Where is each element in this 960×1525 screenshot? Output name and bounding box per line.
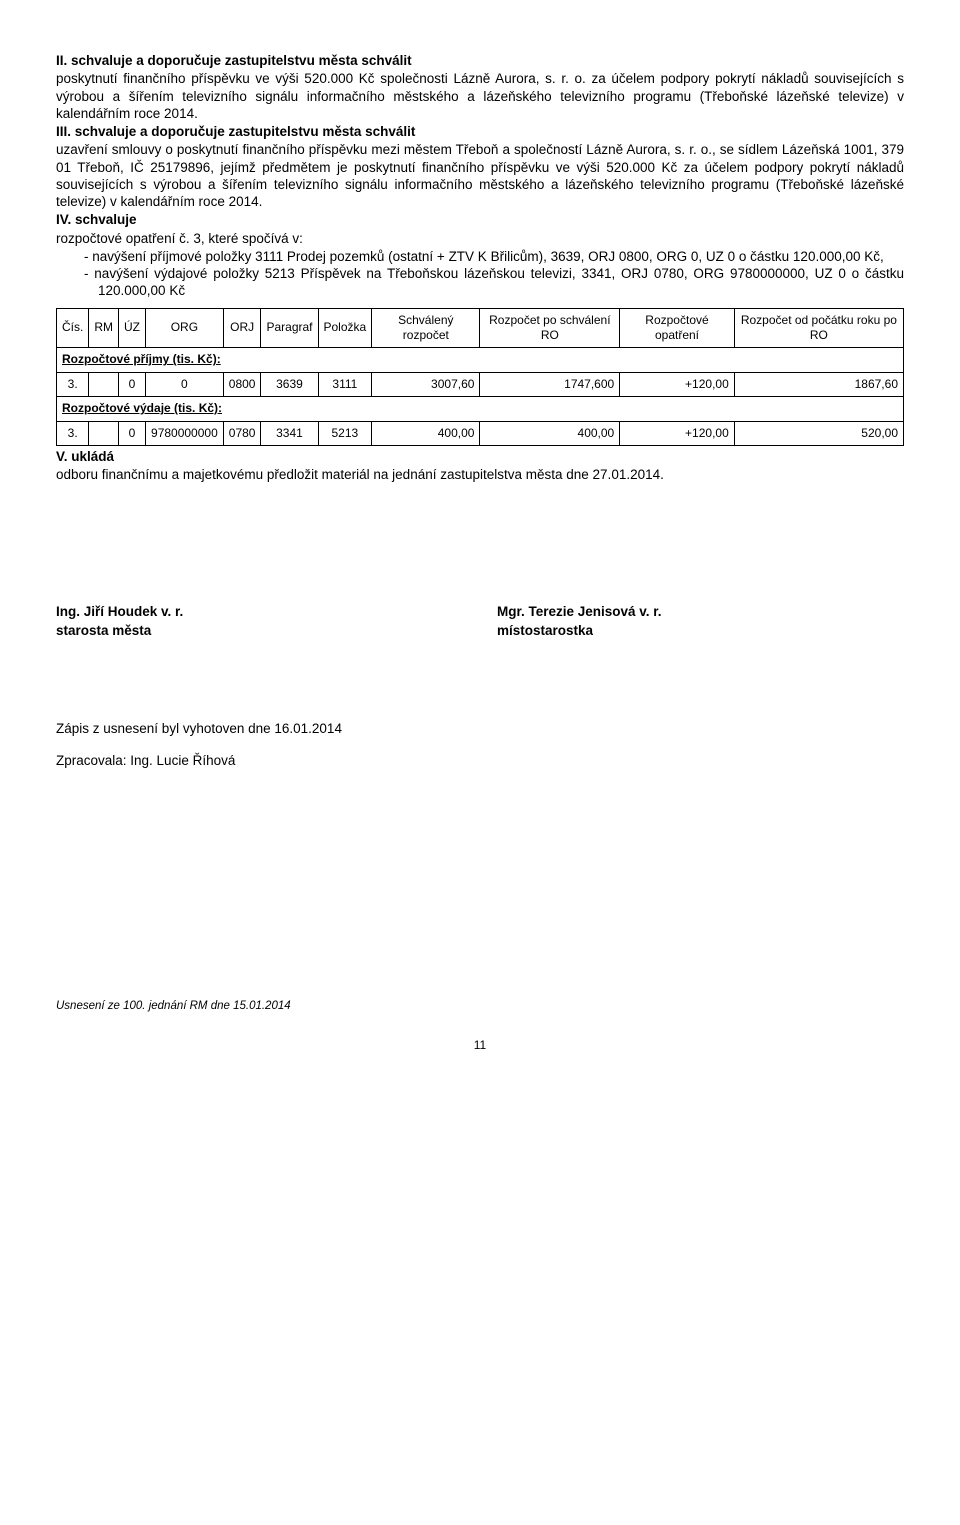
zpracovala-line: Zpracovala: Ing. Lucie Říhová <box>56 752 904 769</box>
sig-right-title: místostarostka <box>497 622 904 639</box>
col-od-pocatku: Rozpočet od počátku roku po RO <box>734 308 903 348</box>
col-po-ro: Rozpočet po schválení RO <box>480 308 620 348</box>
cell: 0 <box>119 421 146 445</box>
section-v-body: odboru finančnímu a majetkovému předloži… <box>56 466 904 483</box>
col-paragraf: Paragraf <box>261 308 318 348</box>
signature-left: Ing. Jiří Houdek v. r. starosta města <box>56 603 463 640</box>
cell: 3007,60 <box>372 372 480 396</box>
cell: 9780000000 <box>146 421 224 445</box>
list-item: navýšení příjmové položky 3111 Prodej po… <box>84 248 904 265</box>
cell: 0 <box>146 372 224 396</box>
cell: 520,00 <box>734 421 903 445</box>
section-ii-body: poskytnutí finančního příspěvku ve výši … <box>56 70 904 122</box>
section-vydaje: Rozpočtové výdaje (tis. Kč): <box>57 397 904 421</box>
cell: 400,00 <box>480 421 620 445</box>
cell: 1867,60 <box>734 372 903 396</box>
signature-block: Ing. Jiří Houdek v. r. starosta města Mg… <box>56 603 904 640</box>
cell: 1747,600 <box>480 372 620 396</box>
section-iv-heading: IV. schvaluje <box>56 211 904 228</box>
cell: 3. <box>57 421 89 445</box>
col-opatreni: Rozpočtové opatření <box>620 308 735 348</box>
table-section-row: Rozpočtové výdaje (tis. Kč): <box>57 397 904 421</box>
col-schvaleny: Schválený rozpočet <box>372 308 480 348</box>
section-ii-heading: II. schvaluje a doporučuje zastupitelstv… <box>56 52 904 69</box>
list-item: navýšení výdajové položky 5213 Příspěvek… <box>84 265 904 300</box>
cell: 3111 <box>318 372 372 396</box>
cell: 3639 <box>261 372 318 396</box>
col-cis: Čís. <box>57 308 89 348</box>
table-row: 3. 0 0 0800 3639 3111 3007,60 1747,600 +… <box>57 372 904 396</box>
page-number: 11 <box>56 1038 904 1053</box>
cell: 0 <box>119 372 146 396</box>
cell: 3. <box>57 372 89 396</box>
cell: 5213 <box>318 421 372 445</box>
section-prijmy: Rozpočtové příjmy (tis. Kč): <box>57 348 904 372</box>
col-polozka: Položka <box>318 308 372 348</box>
cell <box>89 372 119 396</box>
section-iii-body: uzavření smlouvy o poskytnutí finančního… <box>56 141 904 210</box>
col-orj: ORJ <box>223 308 261 348</box>
budget-bullet-list: navýšení příjmové položky 3111 Prodej po… <box>56 248 904 300</box>
signature-right: Mgr. Terezie Jenisová v. r. místostarost… <box>497 603 904 640</box>
cell <box>89 421 119 445</box>
section-iii-heading: III. schvaluje a doporučuje zastupitelst… <box>56 123 904 140</box>
cell: 400,00 <box>372 421 480 445</box>
section-iv-intro: rozpočtové opatření č. 3, které spočívá … <box>56 230 904 247</box>
section-v-heading: V. ukládá <box>56 448 904 465</box>
sig-right-name: Mgr. Terezie Jenisová v. r. <box>497 603 904 620</box>
table-row: 3. 0 9780000000 0780 3341 5213 400,00 40… <box>57 421 904 445</box>
cell: 0800 <box>223 372 261 396</box>
table-header-row: Čís. RM ÚZ ORG ORJ Paragraf Položka Schv… <box>57 308 904 348</box>
sig-left-title: starosta města <box>56 622 463 639</box>
sig-left-name: Ing. Jiří Houdek v. r. <box>56 603 463 620</box>
cell: 3341 <box>261 421 318 445</box>
col-uz: ÚZ <box>119 308 146 348</box>
budget-table: Čís. RM ÚZ ORG ORJ Paragraf Položka Schv… <box>56 308 904 446</box>
cell: 0780 <box>223 421 261 445</box>
col-rm: RM <box>89 308 119 348</box>
cell: +120,00 <box>620 421 735 445</box>
footer-text: Usnesení ze 100. jednání RM dne 15.01.20… <box>56 999 904 1014</box>
col-org: ORG <box>146 308 224 348</box>
cell: +120,00 <box>620 372 735 396</box>
zapis-line: Zápis z usnesení byl vyhotoven dne 16.01… <box>56 720 904 737</box>
table-section-row: Rozpočtové příjmy (tis. Kč): <box>57 348 904 372</box>
